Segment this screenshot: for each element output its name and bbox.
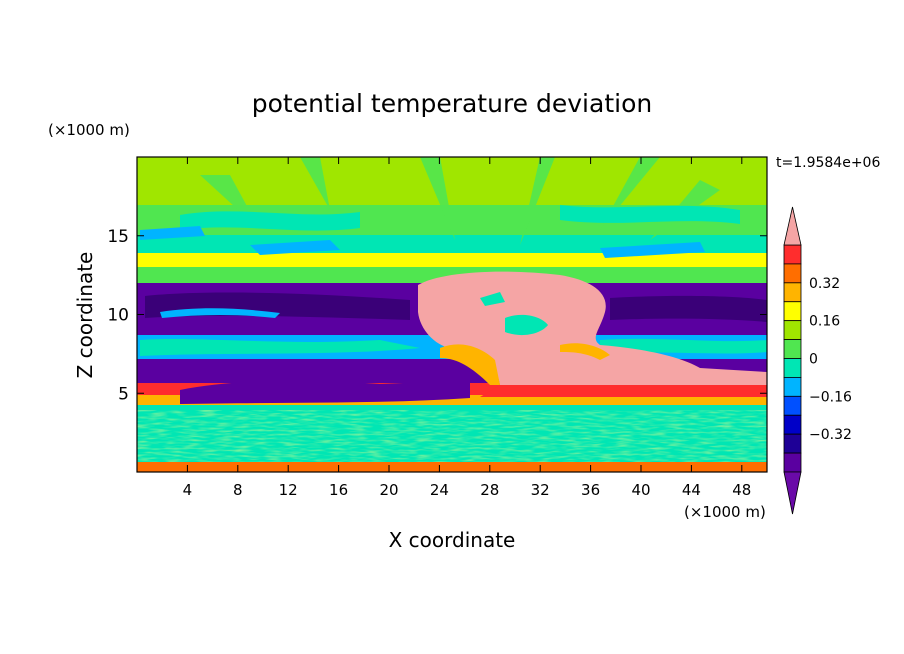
x-tick-label: 40 bbox=[631, 481, 650, 499]
colorbar-tick-label: 0.16 bbox=[809, 314, 840, 330]
y-tick-label: 5 bbox=[118, 384, 129, 404]
colorbar-cell bbox=[783, 339, 802, 359]
colorbar-cell bbox=[783, 433, 802, 454]
band-yellow bbox=[137, 253, 767, 267]
colorbar-tick-label: −0.16 bbox=[809, 389, 852, 405]
chart-title: potential temperature deviation bbox=[252, 89, 652, 118]
upper-blue-wisps bbox=[140, 226, 705, 258]
y-unit-label: (×1000 m) bbox=[48, 121, 130, 139]
x-tick-label: 44 bbox=[682, 481, 701, 499]
warm-plume bbox=[418, 271, 767, 385]
upper-cyan-streaks bbox=[180, 205, 740, 231]
colorbar-cell bbox=[783, 301, 802, 322]
x-tick-label: 28 bbox=[480, 481, 499, 499]
blue-wisp-left bbox=[160, 308, 280, 318]
x-tick-label: 8 bbox=[233, 481, 243, 499]
colorbar-cell bbox=[783, 395, 802, 416]
colorbar-over-triangle bbox=[783, 206, 802, 246]
colorbar-cell bbox=[783, 377, 802, 397]
y-tick-label: 15 bbox=[107, 227, 129, 247]
x-tick-label: 20 bbox=[379, 481, 398, 499]
colorbar-tick-label: −0.32 bbox=[809, 427, 852, 443]
x-tick-label: 32 bbox=[531, 481, 550, 499]
x-tick-label: 36 bbox=[581, 481, 600, 499]
surface-noise bbox=[137, 410, 767, 465]
colorbar-cell bbox=[783, 414, 802, 435]
contour-field bbox=[137, 157, 767, 472]
x-ticks: 4 8 12 16 20 24 28 32 36 40 44 48 bbox=[183, 157, 751, 499]
colorbar-cell bbox=[783, 263, 802, 284]
lower-purple-wave bbox=[180, 380, 470, 404]
colorbar-cell bbox=[783, 358, 802, 378]
x-tick-label: 24 bbox=[430, 481, 449, 499]
time-label: t=1.9584e+06 bbox=[776, 155, 880, 171]
x-tick-label: 12 bbox=[279, 481, 298, 499]
plume-cyan-intrusion bbox=[480, 292, 548, 336]
x-tick-label: 48 bbox=[732, 481, 751, 499]
colorbar-cell bbox=[783, 244, 802, 265]
colorbar-tick-label: 0.32 bbox=[809, 276, 840, 292]
y-ticks: 5 10 15 bbox=[107, 227, 767, 404]
upper-streaks bbox=[200, 157, 720, 245]
band-ground bbox=[137, 462, 767, 472]
x-tick-label: 16 bbox=[329, 481, 348, 499]
colorbar: 0.32 0.16 0 −0.16 −0.32 bbox=[783, 206, 852, 515]
x-axis-label: X coordinate bbox=[389, 528, 516, 552]
colorbar-cell bbox=[783, 320, 802, 340]
x-tick-label: 4 bbox=[183, 481, 193, 499]
colorbar-under-triangle bbox=[783, 471, 802, 515]
y-tick-label: 10 bbox=[107, 306, 129, 326]
colorbar-tick-label: 0 bbox=[809, 352, 818, 368]
x-unit-label: (×1000 m) bbox=[684, 503, 766, 521]
plume-edge-red bbox=[480, 385, 767, 397]
y-axis-label: Z coordinate bbox=[73, 252, 97, 379]
colorbar-cell bbox=[783, 282, 802, 303]
band-orange bbox=[137, 395, 767, 405]
colorbar-cell bbox=[783, 452, 802, 473]
purple-core-right bbox=[610, 295, 767, 322]
plume-edge-orange bbox=[440, 343, 610, 385]
